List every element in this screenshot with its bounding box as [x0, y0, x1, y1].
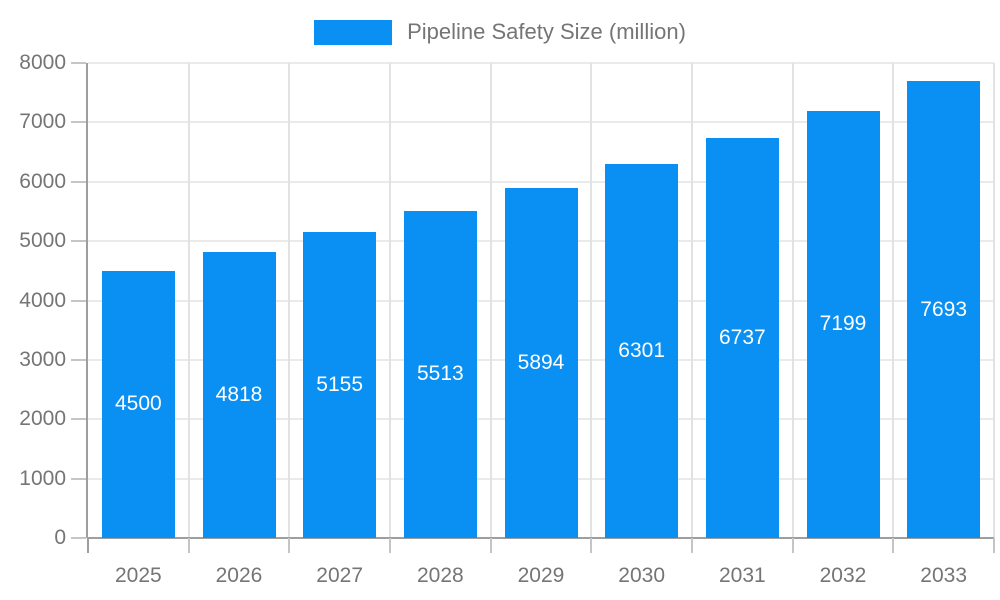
y-axis-tick: [71, 180, 86, 183]
y-axis-label: 2000: [19, 407, 66, 431]
x-axis-tick: [288, 538, 291, 553]
bar-value-label: 5155: [316, 372, 364, 396]
y-axis-label: 5000: [19, 229, 66, 253]
y-axis-tick: [71, 240, 86, 243]
x-axis-label: 2028: [416, 564, 464, 587]
y-axis-tick: [71, 121, 86, 124]
y-axis-line: [86, 63, 88, 538]
legend-swatch: [314, 19, 393, 45]
y-axis-label: 1000: [19, 466, 66, 490]
y-axis-tick: [71, 299, 86, 302]
y-axis-tick: [71, 537, 86, 539]
legend[interactable]: Pipeline Safety Size (million): [0, 18, 1000, 46]
bar-2028[interactable]: [403, 210, 477, 538]
gridline-vertical: [791, 63, 794, 538]
y-axis-tick: [71, 358, 86, 361]
x-axis-tick: [892, 538, 895, 553]
bar-2030[interactable]: [605, 163, 679, 538]
x-axis-tick: [389, 538, 391, 553]
bar-value-label: 5513: [416, 362, 464, 386]
gridline-horizontal: [88, 121, 994, 124]
y-axis-tick: [71, 62, 86, 64]
legend-label: Pipeline Safety Size (million): [407, 19, 686, 44]
gridline-vertical: [389, 63, 391, 538]
bar-2025[interactable]: [101, 270, 175, 538]
y-axis-label: 7000: [19, 110, 66, 134]
bar-value-label: 7693: [920, 297, 968, 321]
y-axis-label: 3000: [19, 347, 66, 371]
x-axis-label: 2033: [920, 564, 968, 587]
x-axis-tick: [993, 538, 995, 553]
x-axis-label: 2032: [819, 564, 867, 587]
bar-2026[interactable]: [202, 251, 276, 538]
y-axis-label: 6000: [19, 169, 66, 193]
gridline-vertical: [187, 63, 190, 538]
bar-2027[interactable]: [303, 231, 377, 538]
bar-2031[interactable]: [705, 137, 779, 538]
gridline-vertical: [288, 63, 291, 538]
x-axis-tick: [87, 538, 89, 553]
x-axis-label: 2030: [618, 564, 666, 587]
y-axis-label: 0: [54, 526, 66, 549]
gridline-horizontal: [88, 180, 994, 183]
gridline-vertical: [691, 63, 693, 538]
x-axis-label: 2026: [215, 564, 263, 587]
bar-value-label: 5894: [517, 351, 565, 375]
gridline-vertical: [892, 63, 895, 538]
gridline-vertical: [489, 63, 492, 538]
bar-value-label: 4818: [215, 382, 263, 406]
y-axis-label: 8000: [19, 51, 66, 74]
bar-2032[interactable]: [806, 110, 880, 538]
x-axis-tick: [691, 538, 693, 553]
gridline-vertical: [590, 63, 593, 538]
x-axis-tick: [791, 538, 794, 553]
x-axis-label: 2025: [114, 564, 162, 587]
x-axis-tick: [590, 538, 593, 553]
y-axis-tick: [71, 418, 86, 421]
x-axis-line: [88, 537, 994, 539]
x-axis-label: 2031: [718, 564, 766, 587]
bar-value-label: 6737: [718, 325, 766, 349]
y-axis-tick: [71, 477, 86, 480]
y-axis-label: 4000: [19, 288, 66, 312]
bar-value-label: 6301: [618, 338, 666, 362]
x-axis-label: 2027: [316, 564, 364, 587]
bar-2033[interactable]: [907, 81, 981, 538]
gridline-vertical: [993, 63, 995, 538]
x-axis-tick: [187, 538, 190, 553]
bar-2029[interactable]: [504, 188, 578, 538]
bar-value-label: 4500: [114, 392, 162, 416]
x-axis-label: 2029: [517, 564, 565, 587]
bar-value-label: 7199: [819, 312, 867, 336]
x-axis-tick: [489, 538, 492, 553]
gridline-horizontal: [88, 62, 994, 64]
